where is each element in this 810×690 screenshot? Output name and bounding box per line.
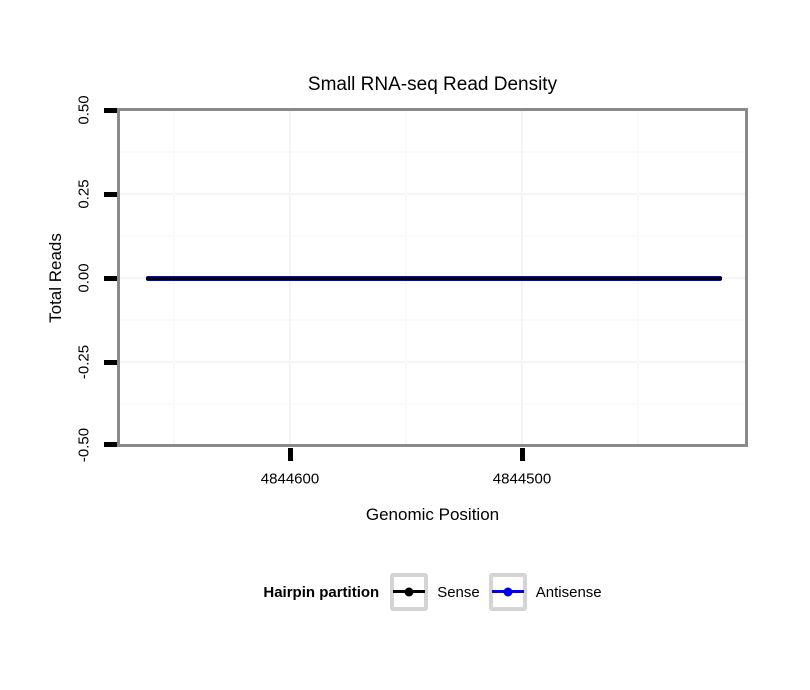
gridline-h-major	[120, 361, 745, 363]
legend-key-sense	[390, 573, 429, 611]
y-tick-mark	[104, 360, 117, 365]
legend-title: Hairpin partition	[263, 583, 380, 601]
y-tick-label: -0.50	[75, 427, 93, 463]
legend: Hairpin partition Sense Antisense	[117, 571, 748, 613]
y-tick-label: 0.50	[75, 95, 93, 125]
x-tick-mark	[520, 448, 525, 461]
gridline-h-major	[120, 193, 745, 195]
legend-label-sense: Sense	[437, 583, 480, 601]
y-tick-mark	[104, 442, 117, 447]
plot-title: Small RNA-seq Read Density	[307, 74, 558, 95]
y-tick-label: 0.00	[75, 263, 93, 293]
x-axis-title: Genomic Position	[365, 505, 500, 524]
y-tick-mark	[104, 276, 117, 281]
sense-point-icon	[404, 587, 414, 597]
x-tick-label: 4844500	[492, 470, 552, 488]
y-tick-label: -0.25	[75, 344, 93, 380]
y-tick-mark	[104, 108, 117, 113]
sense-series-line	[146, 277, 722, 280]
gridline-h-minor	[120, 235, 745, 237]
legend-key-antisense	[488, 573, 527, 611]
gridline-h-minor	[120, 319, 745, 321]
plot-panel	[117, 108, 748, 447]
antisense-point-icon	[503, 587, 513, 597]
x-tick-label: 4844600	[260, 470, 320, 488]
y-axis-title: Total Reads	[46, 233, 65, 323]
x-tick-mark	[288, 448, 293, 461]
y-tick-label: 0.25	[75, 179, 93, 209]
gridline-h-minor	[120, 403, 745, 405]
y-tick-mark	[104, 192, 117, 197]
gridline-h-minor	[120, 151, 745, 153]
legend-label-antisense: Antisense	[535, 583, 602, 601]
